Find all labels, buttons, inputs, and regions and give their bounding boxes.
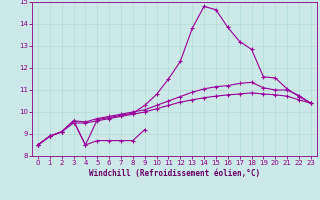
X-axis label: Windchill (Refroidissement éolien,°C): Windchill (Refroidissement éolien,°C) [89, 169, 260, 178]
